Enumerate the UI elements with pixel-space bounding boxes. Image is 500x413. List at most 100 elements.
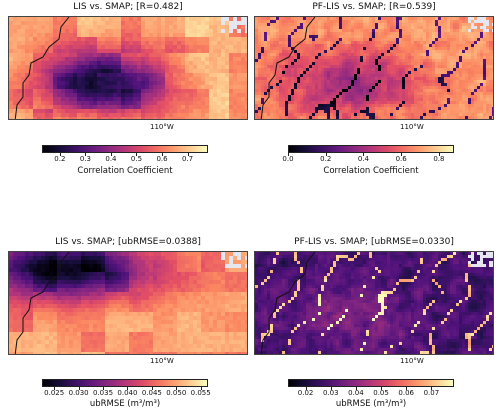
raster-cell <box>417 59 420 62</box>
raster-cell <box>33 61 37 65</box>
raster-cell <box>57 280 61 284</box>
raster-cell <box>489 101 492 104</box>
raster-cell <box>129 25 133 29</box>
raster-cell <box>489 116 492 119</box>
raster-cell <box>113 49 117 53</box>
raster-cell <box>336 74 339 77</box>
raster-cell <box>405 29 408 32</box>
raster-cell <box>360 77 363 80</box>
raster-cell <box>384 98 387 101</box>
raster-cell <box>229 280 233 284</box>
raster-cell <box>197 288 201 292</box>
colorbar-tick-label: 0.4 <box>105 155 117 163</box>
raster-cell <box>405 92 408 95</box>
raster-cell <box>9 97 13 101</box>
raster-cell <box>378 95 381 98</box>
raster-cell <box>399 44 402 47</box>
raster-cell <box>233 81 237 85</box>
raster-cell <box>480 92 483 95</box>
raster-cell <box>468 38 471 41</box>
raster-cell <box>465 71 468 74</box>
raster-cell <box>157 65 161 69</box>
raster-cell <box>270 107 273 110</box>
raster-cell <box>378 20 381 23</box>
raster-cell <box>291 71 294 74</box>
raster-cell <box>426 74 429 77</box>
raster-cell <box>423 38 426 41</box>
raster-cell <box>453 113 456 116</box>
raster-cell <box>229 37 233 41</box>
raster-cell <box>390 17 393 20</box>
raster-cell <box>105 45 109 49</box>
raster-cell <box>441 107 444 110</box>
raster-cell <box>390 38 393 41</box>
raster-cell <box>129 45 133 49</box>
raster-cell <box>217 77 221 81</box>
raster-cell <box>181 21 185 25</box>
raster-cell <box>49 268 53 272</box>
raster-cell <box>133 97 137 101</box>
raster-cell <box>189 49 193 53</box>
raster-cell <box>444 59 447 62</box>
raster-cell <box>312 35 315 38</box>
raster-cell <box>73 97 77 101</box>
raster-cell <box>276 86 279 89</box>
raster-cell <box>396 29 399 32</box>
raster-cell <box>201 29 205 33</box>
raster-cell <box>300 74 303 77</box>
colorbar-tick-mark <box>325 153 327 156</box>
raster-cell <box>387 53 390 56</box>
raster-cell <box>165 85 169 89</box>
raster-cell <box>153 284 157 288</box>
raster-cell <box>165 61 169 65</box>
raster-cell <box>209 17 213 21</box>
raster-cell <box>303 113 306 116</box>
raster-cell <box>209 272 213 276</box>
raster-cell <box>113 97 117 101</box>
raster-cell <box>270 29 273 32</box>
raster-cell <box>456 17 459 20</box>
raster-cell <box>105 21 109 25</box>
raster-cell <box>177 97 181 101</box>
raster-cell <box>53 77 57 81</box>
raster-cell <box>303 71 306 74</box>
raster-cell <box>255 38 258 41</box>
raster-cell <box>390 41 393 44</box>
raster-cell <box>369 62 372 65</box>
raster-cell <box>101 89 105 93</box>
raster-cell <box>435 104 438 107</box>
raster-cell <box>149 256 153 260</box>
raster-cell <box>49 41 53 45</box>
raster-cell <box>447 65 450 68</box>
raster-cell <box>264 38 267 41</box>
raster-cell <box>444 50 447 53</box>
raster-cell <box>209 41 213 45</box>
raster-cell <box>417 80 420 83</box>
raster-cell <box>255 77 258 80</box>
raster-cell <box>213 73 217 77</box>
raster-cell <box>37 260 41 264</box>
raster-cell <box>81 93 85 97</box>
raster-cell <box>444 68 447 71</box>
raster-cell <box>153 288 157 292</box>
raster-cell <box>201 272 205 276</box>
raster-cell <box>69 65 73 69</box>
raster-cell <box>462 98 465 101</box>
raster-cell <box>13 101 17 105</box>
raster-cell <box>279 29 282 32</box>
raster-cell <box>45 117 49 119</box>
raster-cell <box>49 93 53 97</box>
raster-cell <box>69 69 73 73</box>
raster-cell <box>321 101 324 104</box>
raster-cell <box>225 33 229 37</box>
raster-cell <box>33 17 37 21</box>
raster-cell <box>300 29 303 32</box>
raster-cell <box>357 20 360 23</box>
raster-cell <box>453 38 456 41</box>
raster-cell <box>101 284 105 288</box>
raster-cell <box>81 284 85 288</box>
raster-cell <box>261 17 264 20</box>
raster-cell <box>354 95 357 98</box>
raster-cell <box>489 47 492 50</box>
raster-cell <box>185 276 189 280</box>
